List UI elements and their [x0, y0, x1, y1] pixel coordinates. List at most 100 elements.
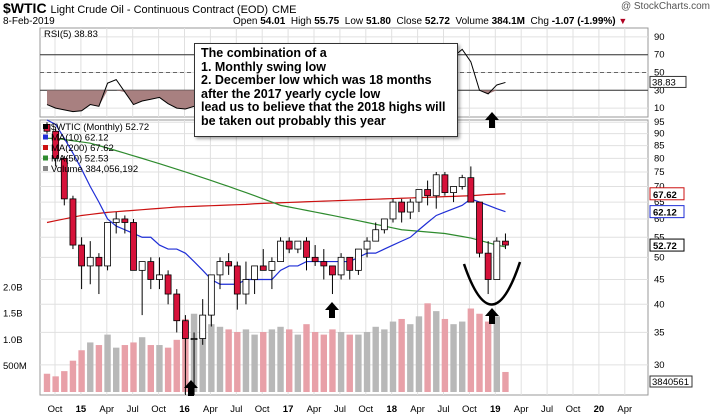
- x-tick-label: Oct: [151, 404, 166, 415]
- volume-bar: [260, 332, 267, 392]
- x-tick-label: 18: [386, 404, 397, 415]
- high-label: High: [290, 16, 312, 27]
- volume-bar: [286, 329, 293, 392]
- volume-bar: [130, 342, 137, 392]
- candle-body: [164, 274, 172, 295]
- volume-bar: [329, 329, 336, 392]
- legend-swatch: [43, 145, 48, 150]
- volume-bar: [450, 324, 457, 392]
- candle-body: [156, 274, 163, 280]
- candle-body: [311, 256, 319, 262]
- swing-low-arrow-icon: [485, 308, 499, 324]
- candle-body: [199, 314, 207, 339]
- candle-body: [415, 189, 423, 203]
- volume-bar: [87, 342, 94, 392]
- candle-body: [398, 201, 406, 213]
- volume-bar: [147, 345, 154, 392]
- candle-body: [181, 320, 189, 339]
- candle-body: [406, 201, 414, 213]
- candle-body: [320, 261, 328, 267]
- x-tick-label: Oct: [462, 404, 477, 415]
- low-value: 51.80: [365, 16, 391, 27]
- volume-bar: [78, 350, 85, 392]
- price-y-tick: 55: [654, 232, 665, 243]
- candle-body: [121, 218, 129, 223]
- candle-body: [207, 274, 215, 316]
- volume-bar: [381, 329, 388, 392]
- candle-body: [294, 240, 302, 250]
- volume-label: Volume: [455, 16, 489, 27]
- volume-bar: [398, 318, 405, 392]
- candle-body: [389, 201, 397, 220]
- chart-date: 8-Feb-2019: [3, 16, 55, 27]
- volume-bar: [121, 345, 129, 392]
- rsi-value-label: 38.83: [652, 77, 676, 88]
- candle-body: [69, 198, 77, 246]
- ohlc-readout: Open 54.01 High 55.75 Low 51.80 Close 52…: [233, 16, 627, 27]
- legend-swatch: [43, 124, 48, 129]
- x-tick-label: 16: [179, 404, 190, 415]
- volume-y-tick: 1.5B: [3, 309, 23, 320]
- candle-body: [424, 189, 432, 197]
- close-value: 52.72: [424, 16, 450, 27]
- candle-body: [432, 174, 440, 197]
- price-tag-box: [649, 205, 685, 219]
- price-tag-box: [649, 238, 685, 252]
- volume-bar: [467, 308, 475, 392]
- legend-entry: $WTIC (Monthly) 52.72: [51, 122, 149, 133]
- chg-label: Chg: [530, 16, 549, 27]
- candle-body: [173, 293, 181, 322]
- volume-bar: [484, 321, 492, 392]
- price-y-tick: 85: [654, 141, 665, 152]
- x-tick-label: Oct: [566, 404, 581, 415]
- rsi-y-tick: 90: [654, 32, 665, 43]
- x-tick-label: Jul: [230, 404, 242, 415]
- volume-bar: [459, 321, 466, 392]
- legend-entry: Volume 384,056,192: [51, 164, 138, 175]
- volume-bar: [208, 324, 215, 392]
- legend-swatch: [43, 166, 48, 171]
- legend-swatch: [43, 134, 48, 140]
- low-label: Low: [344, 16, 364, 27]
- rsi-y-tick: 10: [654, 103, 665, 114]
- candle-body: [277, 240, 284, 262]
- early-2016-low-arrow-icon: [184, 380, 198, 396]
- volume-bar: [234, 332, 241, 392]
- candle-body: [285, 240, 293, 250]
- price-tag-label: 52.72: [653, 241, 677, 252]
- volume-bar: [138, 337, 146, 392]
- rsi-legend: RSI(5) 38.83: [44, 29, 98, 40]
- volume-bar: [389, 321, 397, 392]
- candle-body: [329, 265, 336, 276]
- candle-body: [225, 261, 233, 267]
- volume-y-tick: 1.0B: [3, 335, 23, 346]
- price-y-tick: 45: [654, 275, 665, 286]
- rsi-y-tick: 70: [654, 50, 665, 61]
- volume-bar: [502, 371, 509, 392]
- volume-value-label: 3840561: [652, 377, 689, 388]
- candle-body: [303, 240, 310, 258]
- candle-body: [346, 256, 354, 271]
- annotation-box: The combination of a 1. Monthly swing lo…: [194, 43, 458, 137]
- price-y-tick: 30: [654, 360, 665, 371]
- high-value: 55.75: [314, 16, 340, 27]
- x-tick-label: Jul: [541, 404, 553, 415]
- volume-bar: [268, 329, 276, 392]
- x-tick-label: Jul: [127, 404, 139, 415]
- price-tag-label: 67.62: [653, 190, 677, 201]
- open-value: 54.01: [260, 16, 286, 27]
- volume-bar: [372, 326, 379, 392]
- volume-bar: [61, 371, 68, 392]
- candle-body: [441, 174, 449, 193]
- volume-bar: [225, 329, 232, 392]
- price-y-tick: 40: [654, 299, 665, 310]
- volume-bar: [303, 324, 310, 392]
- volume-bar: [433, 311, 440, 392]
- volume-bar: [113, 347, 120, 392]
- volume-bar: [52, 376, 59, 392]
- volume-bar: [173, 339, 180, 392]
- volume-bar: [493, 316, 500, 392]
- legend-entry: MA(10) 62.12: [51, 133, 109, 144]
- volume-bar: [251, 334, 258, 392]
